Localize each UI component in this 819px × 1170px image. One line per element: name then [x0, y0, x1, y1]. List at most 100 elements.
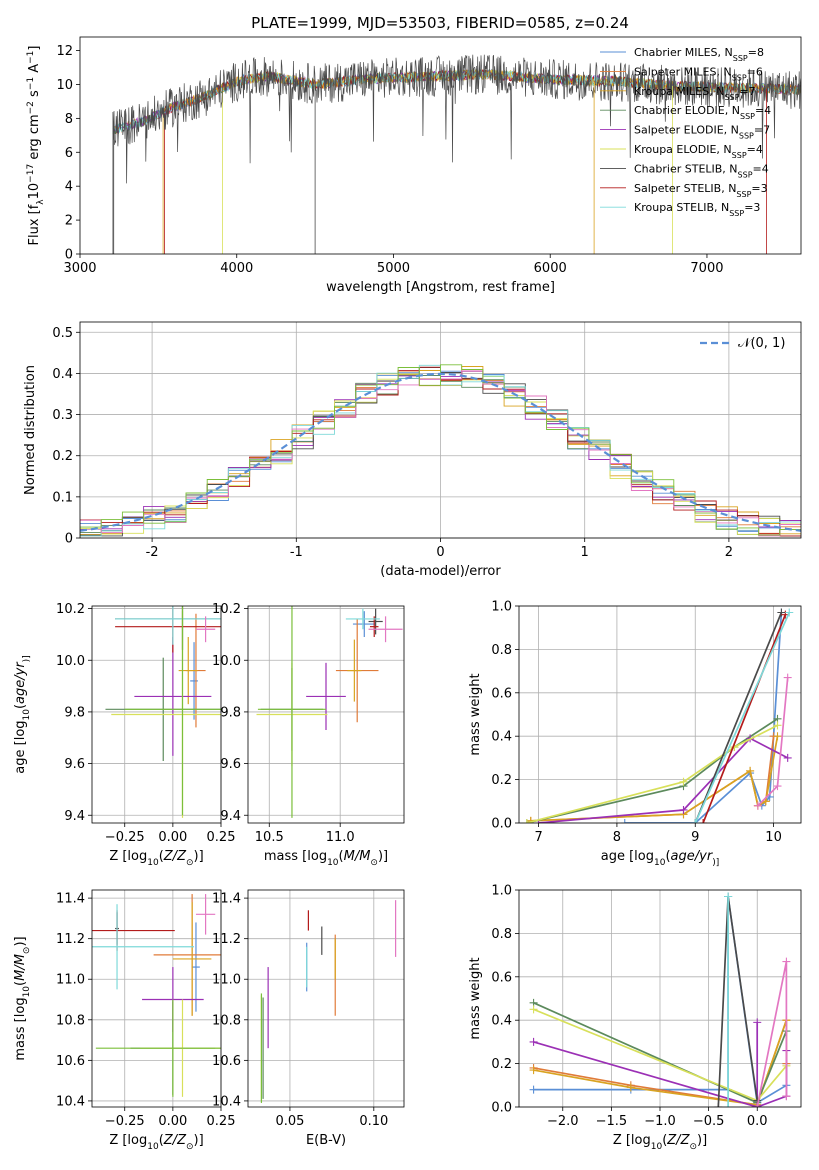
grid-age_vs_mass	[248, 606, 404, 823]
ytick-label: 0.8	[491, 927, 512, 942]
xtick-label: −1.5	[596, 1114, 628, 1129]
ytick-label: 10.6	[212, 1054, 241, 1069]
xtick-label: 7	[534, 830, 542, 845]
xtick-label: 0.10	[359, 1114, 388, 1129]
xtick-label: 2	[725, 545, 733, 560]
ytick-label: 0	[65, 248, 73, 263]
ytick-label: 4	[65, 180, 73, 195]
weight-series-7	[702, 614, 787, 823]
y-axis-label: mass weight	[468, 673, 483, 755]
ytick-label: 2	[65, 214, 73, 229]
axes-frame	[79, 321, 802, 539]
plot-residual_hist	[80, 364, 801, 538]
weight-marker	[782, 1092, 791, 1101]
legend-entry: Chabrier MILES, NSSP=8	[634, 46, 764, 63]
ytick-label: 10.2	[56, 602, 85, 617]
spectrum-series-6	[112, 54, 801, 254]
plot-mass_vs_ebv	[260, 900, 397, 1103]
xtick-label: 9	[691, 830, 699, 845]
weight-marker	[783, 753, 792, 762]
ytick-label: 0.0	[491, 1101, 512, 1116]
ytick-label: 10.0	[56, 654, 85, 669]
legend: Chabrier MILES, NSSP=8 Salpeter MILES, NS…	[600, 46, 771, 218]
weight-marker	[679, 777, 688, 786]
y-axis-label: Normed distribution	[23, 365, 38, 495]
weight-marker	[724, 1103, 733, 1107]
hist-series-9	[80, 370, 801, 538]
panels: 3000 4000 5000 6000 7000024681012wavelength …	[13, 36, 802, 1152]
legend-entry: Chabrier ELODIE, NSSP=4	[634, 104, 771, 121]
xtick-label: −0.5	[693, 1114, 725, 1129]
ytick-label: 10.4	[56, 1094, 85, 1109]
ytick-label: 9.6	[64, 757, 85, 772]
xtick-label: −0.25	[105, 830, 145, 845]
plot-weight_vs_age	[522, 608, 794, 823]
x-axis-label: E(B-V)	[306, 1133, 346, 1148]
axes-frame	[247, 605, 405, 824]
axes-frame	[518, 605, 802, 824]
ytick-label: 6	[65, 146, 73, 161]
xtick-label: 7000	[690, 261, 723, 276]
xtick-label: 11.0	[326, 830, 355, 845]
ytick-label: 10.0	[212, 654, 241, 669]
ytick-label: 0.0	[491, 817, 512, 832]
weight-marker	[782, 957, 791, 966]
ytick-label: 0	[65, 532, 73, 547]
weight-series-6	[694, 612, 783, 823]
ytick-label: 12	[56, 44, 73, 59]
ytick-label: 0.4	[52, 367, 73, 382]
xtick-label: −2.0	[547, 1114, 579, 1129]
weight-series-6	[717, 896, 759, 1107]
x-axis-label: Z [log10(Z/Z⊙)]	[109, 849, 203, 868]
ytick-label: 10.2	[212, 602, 241, 617]
ytick-label: 0.6	[491, 970, 512, 985]
weight-marker	[529, 1066, 538, 1075]
legend-entry: Kroupa ELODIE, NSSP=4	[634, 143, 763, 160]
plot-age_vs_mass	[256, 606, 403, 818]
weight-marker	[626, 1083, 635, 1092]
x-axis-label: mass [log10(M/M⊙)]	[264, 849, 388, 868]
ytick-label: 9.8	[220, 705, 241, 720]
xtick-label: −1.0	[644, 1114, 676, 1129]
weight-marker	[529, 1037, 538, 1046]
weight-marker	[783, 673, 792, 682]
ytick-label: 1.0	[491, 884, 512, 899]
xtick-label: 0	[436, 545, 444, 560]
x-axis-label: Z [log10(Z/Z⊙)]	[109, 1133, 203, 1152]
ytick-label: 8	[65, 112, 73, 127]
xtick-label: 10	[765, 830, 782, 845]
x-axis-label: Z [log10(Z/Z⊙)]	[613, 1133, 707, 1152]
legend-entry: Chabrier STELIB, NSSP=4	[634, 162, 769, 179]
legend-entry: Kroupa MILES, NSSP=7	[634, 85, 756, 102]
plot-weight_vs_Z	[529, 892, 791, 1107]
legend-entry: Kroupa STELIB, NSSP=3	[634, 201, 760, 218]
xtick-label: 8	[613, 830, 621, 845]
xtick-label: 4000	[220, 261, 253, 276]
ytick-label: 0.2	[491, 1057, 512, 1072]
ytick-label: 11.4	[56, 892, 85, 907]
panel-age_vs_Z: −0.25 0.00 0.25 9.4 9.6 9.8 10.0 10.2 Z [log10(Z…	[13, 602, 236, 868]
panel-weight_vs_Z: −2.0 −1.5 −1.0 −0.5 0.0 0.0 0.2 0.4 0.6 0.8 1.0 Z […	[468, 884, 802, 1152]
ytick-label: 11.0	[212, 973, 241, 988]
xtick-label: 0.05	[275, 1114, 304, 1129]
ytick-label: 10.8	[212, 1013, 241, 1028]
weight-marker	[753, 801, 762, 810]
panel-mass_vs_ebv: 0.05 0.10 10.4 10.6 10.8 11.0 11.2 11.4 E(B-V)	[212, 889, 405, 1148]
weight-marker	[714, 1103, 723, 1107]
weight-series-5	[526, 724, 778, 823]
xtick-label: 0.25	[207, 830, 236, 845]
ytick-label: 9.4	[64, 809, 85, 824]
ytick-label: 0.2	[491, 773, 512, 788]
grid-mass_vs_ebv	[248, 890, 404, 1107]
weight-series-2	[530, 736, 779, 822]
figure-title: PLATE=1999, MJD=53503, FIBERID=0585, z=0…	[251, 14, 629, 32]
weight-marker	[753, 1103, 762, 1107]
plot-age_vs_Z	[105, 606, 221, 818]
ytick-label: 11.2	[56, 932, 85, 947]
panel-age_vs_mass: 10.5 11.0 9.4 9.6 9.8 10.0 10.2 mass [log10(M/M…	[212, 602, 405, 868]
xtick-label: 10.5	[255, 830, 284, 845]
weight-marker	[753, 1018, 762, 1027]
ytick-label: 0.6	[491, 686, 512, 701]
panel-mass_vs_Z: −0.25 0.00 0.25 10.4 10.6 10.8 11.0 11.2 11.4 Z […	[13, 889, 235, 1152]
grid-weight_vs_age	[519, 605, 801, 824]
